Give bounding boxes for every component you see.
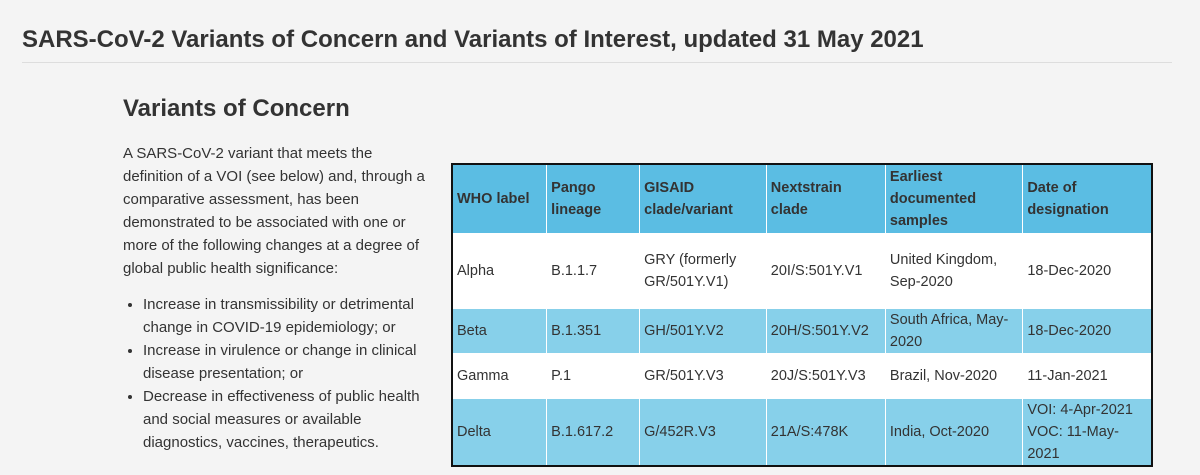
column-header: Pango lineage [546, 163, 641, 234]
column-header: Earliest documented samples [884, 163, 1024, 234]
column-header: Nextstrain clade [765, 163, 886, 234]
table-cell: 18-Dec-2020 [1022, 233, 1153, 309]
table-row: Gamma P.1 GR/501Y.V3 20J/S:501Y.V3 Brazil, N… [451, 353, 1153, 399]
paragraph: A SARS-CoV-2 variant that meets the defi… [123, 145, 425, 277]
table-cell: VOI: 4-Apr-2021 VOC: 11-May-2021 [1022, 398, 1153, 467]
table-cell: Brazil, Nov-2020 [884, 353, 1024, 399]
table-row: Beta B.1.351 GH/501Y.V2 20H/S:501Y.V2 South … [451, 308, 1153, 354]
table-cell: 20H/S:501Y.V2 [765, 308, 886, 354]
header-row: WHO label Pango lineage GISAID clade/varia… [451, 163, 1153, 234]
table-cell: G/452R.V3 [639, 398, 767, 467]
table-cell: B.1.617.2 [546, 398, 641, 467]
table-cell: B.1.1.7 [546, 233, 641, 309]
column-header: GISAID clade/variant [639, 163, 767, 234]
column-header: Date of designation [1022, 163, 1153, 234]
bullet-list: Increase in transmissibility or detrimen… [123, 293, 443, 454]
table-cell: 21A/S:478K [765, 398, 886, 467]
table-cell: P.1 [546, 353, 641, 399]
table-cell: Alpha [451, 233, 548, 309]
cell-line: VOC: 11-May-2021 [1027, 424, 1119, 462]
table-cell: Beta [451, 308, 548, 354]
table-cell: 20I/S:501Y.V1 [765, 233, 886, 309]
table-cell: India, Oct-2020 [884, 398, 1024, 467]
table-cell: 11-Jan-2021 [1022, 353, 1153, 399]
table-cell: United Kingdom, Sep-2020 [884, 233, 1024, 309]
bullet-item: Increase in virulence or change in clini… [143, 339, 443, 385]
table-cell: B.1.351 [546, 308, 641, 354]
page-title: SARS-CoV-2 Variants of Concern and Varia… [22, 26, 924, 53]
table-cell: 18-Dec-2020 [1022, 308, 1153, 354]
table-cell: 20J/S:501Y.V3 [765, 353, 886, 399]
column-header: WHO label [451, 163, 548, 234]
table-cell: South Africa, May-2020 [884, 308, 1024, 354]
table-row: Alpha B.1.1.7 GRY (formerly GR/501Y.V1) 20I… [451, 233, 1153, 309]
table-cell: Delta [451, 398, 548, 467]
section-heading: Variants of Concern [123, 95, 350, 122]
divider [22, 62, 1172, 63]
table-cell: GRY (formerly GR/501Y.V1) [639, 233, 767, 309]
table-row: Delta B.1.617.2 G/452R.V3 21A/S:478K India, … [451, 398, 1153, 467]
table-cell: GR/501Y.V3 [639, 353, 767, 399]
cell-line: VOI: 4-Apr-2021 [1027, 402, 1133, 418]
variants-table: WHO label Pango lineage GISAID clade/varia… [451, 163, 1153, 467]
bullet-item: Decrease in effectiveness of public heal… [143, 385, 443, 454]
bullet-item: Increase in transmissibility or detrimen… [143, 293, 443, 339]
table-cell: GH/501Y.V2 [639, 308, 767, 354]
table-cell: Gamma [451, 353, 548, 399]
